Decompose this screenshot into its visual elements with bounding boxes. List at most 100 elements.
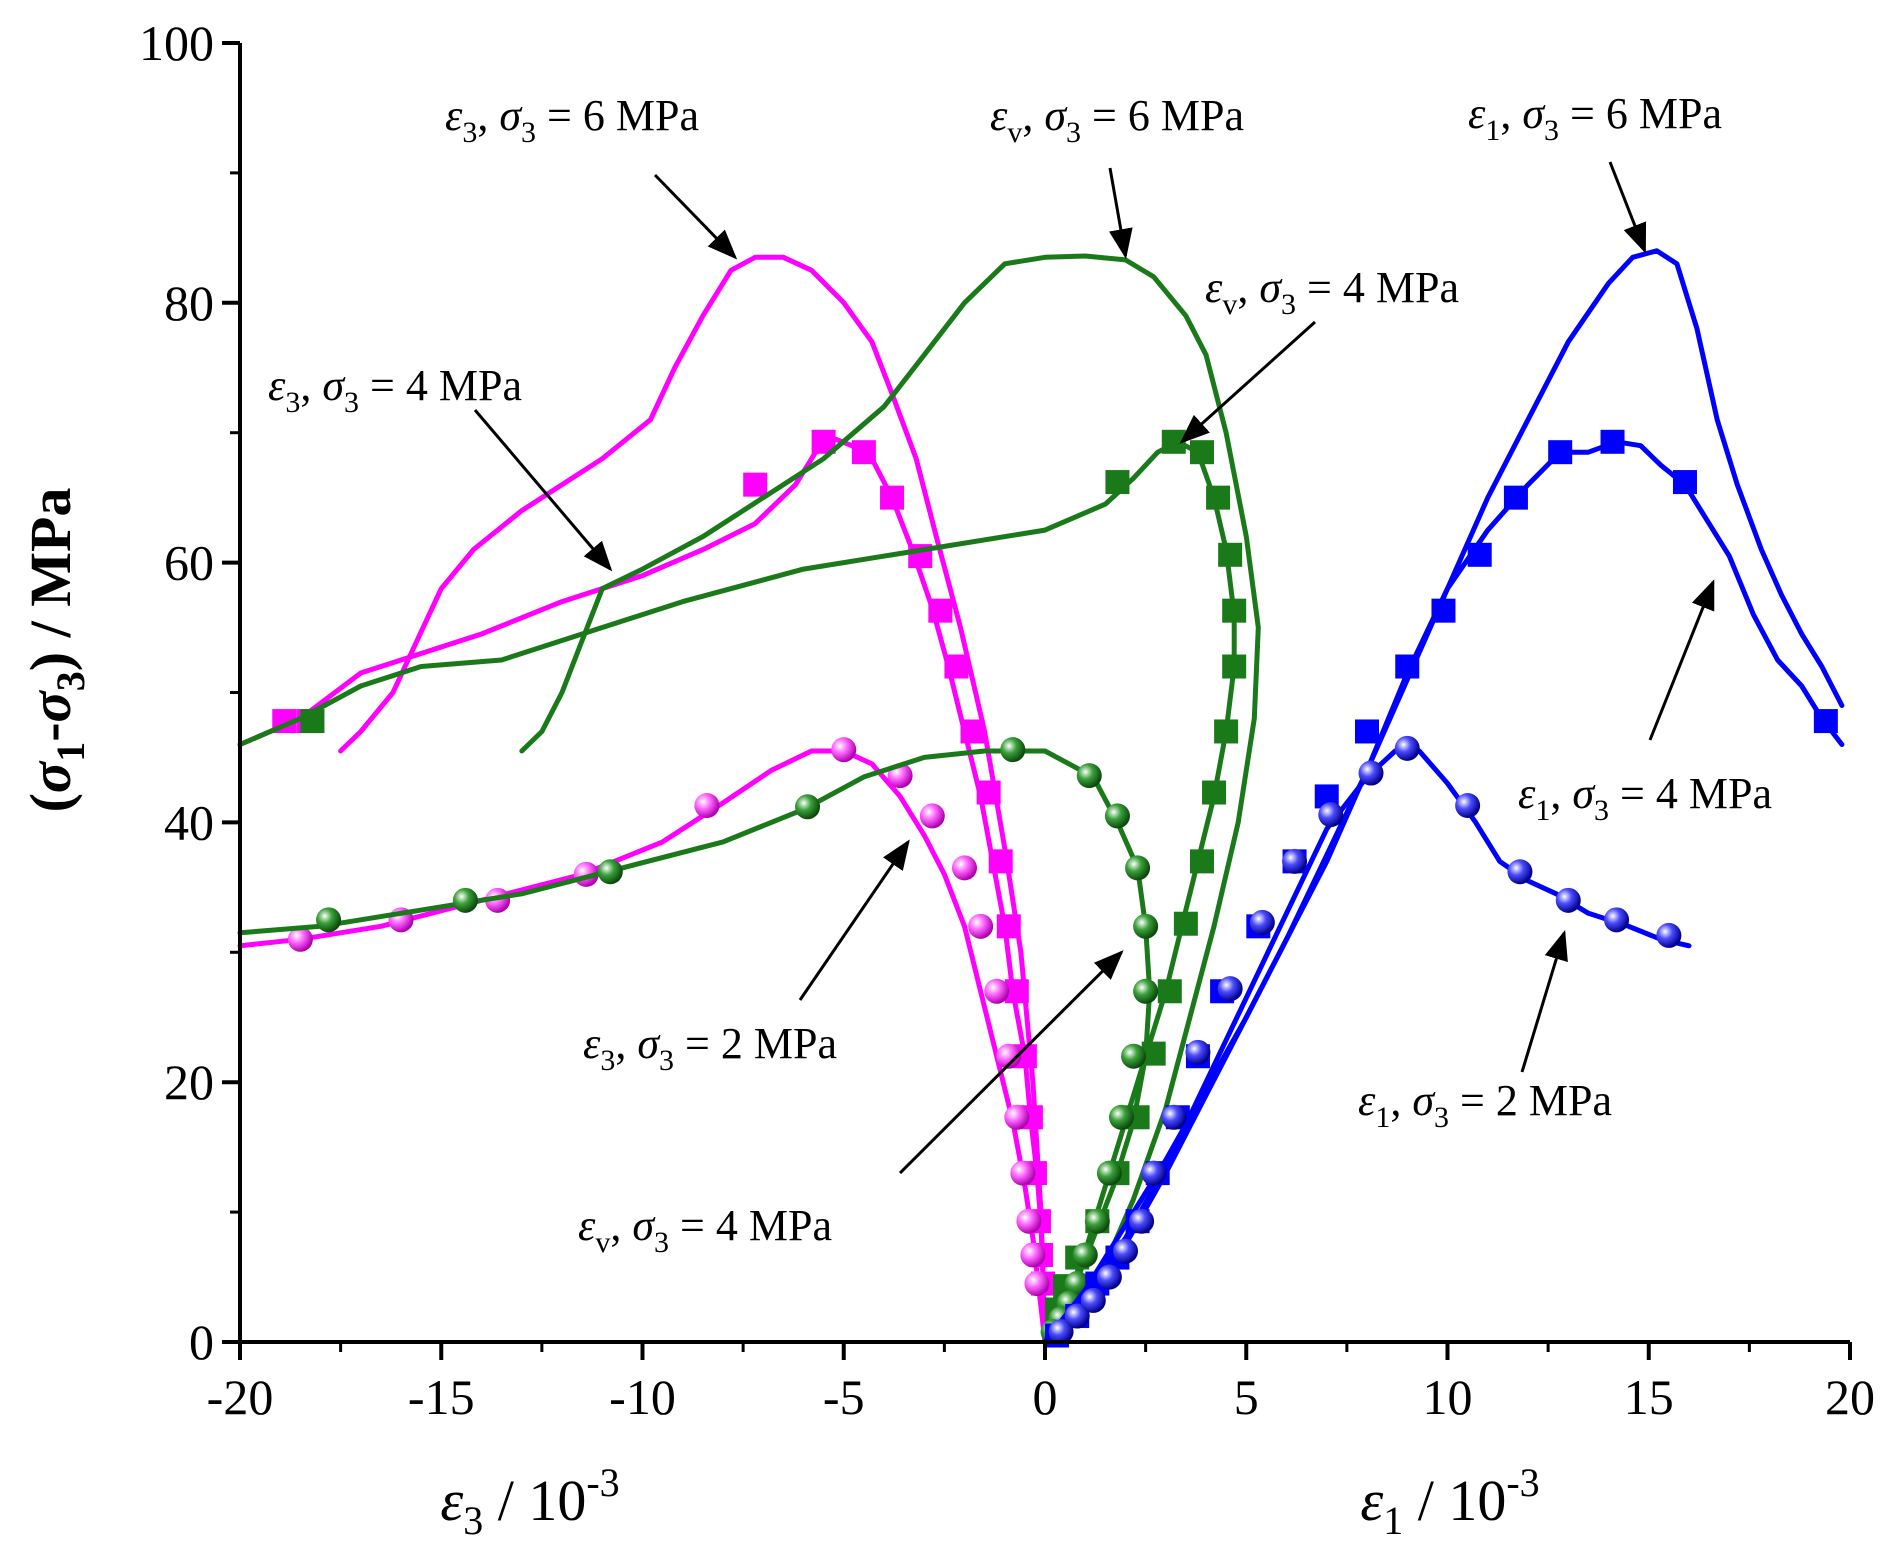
data-point: [597, 859, 623, 885]
data-point: [1133, 978, 1159, 1004]
series-line: [237, 748, 1048, 1345]
annotation-part: ,: [477, 91, 499, 140]
annotation-part: = 6 MPa: [1081, 91, 1244, 140]
annotation-label: ε3, σ3 = 4 MPa: [268, 361, 522, 419]
annotation-part: 1: [1535, 794, 1550, 827]
annotation-label: ε1, σ3 = 4 MPa: [1518, 769, 1772, 827]
annotation: ε1, σ3 = 6 MPa: [1468, 89, 1722, 254]
annotation-label: εv, σ3 = 6 MPa: [990, 91, 1244, 149]
data-point: [960, 719, 985, 744]
annotation-part: ε: [583, 1019, 601, 1068]
y-axis-title: (σ1-σ3) / MPa: [18, 488, 93, 813]
annotation-part: ,: [1237, 263, 1259, 312]
data-point: [1813, 709, 1838, 734]
series-line: [1042, 439, 1845, 1345]
annotation-arrow: [898, 950, 1124, 1175]
annotation-part: ε: [1468, 89, 1486, 138]
series-1: [237, 429, 1055, 1345]
y-tick-label: 40: [164, 794, 214, 850]
axes: 0 20 40 60 80 100 -20 -15 -10 -5 0 5 10 15 20: [139, 15, 1875, 1425]
data-point: [1282, 848, 1308, 874]
data-point: [795, 794, 821, 820]
annotation-part: 3: [600, 1044, 615, 1077]
data-point: [1096, 1160, 1122, 1186]
annotation-part: ,: [1500, 89, 1522, 138]
data-point: [1129, 1208, 1155, 1234]
data-point: [976, 780, 1001, 805]
data-point: [1218, 542, 1243, 567]
annotation-part: = 6 MPa: [1559, 89, 1722, 138]
x-axis-title-left: ε3 / 10-3: [440, 1460, 619, 1543]
series-line: [519, 253, 1261, 1345]
data-point: [944, 654, 969, 679]
annotation-part: 3: [1544, 114, 1559, 147]
data-point: [1202, 780, 1227, 805]
xr-symbol: ε: [1360, 1468, 1383, 1533]
y-title-open: (: [18, 793, 83, 812]
series-7: [1042, 429, 1845, 1348]
data-point: [1503, 485, 1528, 510]
plot-area: [237, 248, 1845, 1348]
data-point: [1222, 654, 1247, 679]
xl-sub: 3: [463, 1498, 483, 1543]
data-point: [988, 849, 1013, 874]
annotation: εv, σ3 = 4 MPa: [1179, 263, 1459, 444]
xr-sub: 1: [1383, 1498, 1403, 1543]
data-point: [1189, 849, 1214, 874]
data-point: [1010, 1160, 1036, 1186]
annotation-arrow: [653, 173, 738, 260]
annotation-label: ε3, σ3 = 6 MPa: [445, 91, 699, 149]
annotation-part: 1: [1375, 1101, 1390, 1134]
annotation-part: v: [1007, 116, 1022, 149]
annotation-part: = 4 MPa: [669, 1201, 832, 1250]
data-point: [1125, 855, 1151, 881]
data-point: [1108, 1104, 1134, 1130]
x-tick-label: -15: [408, 1369, 475, 1425]
data-point: [1000, 737, 1026, 763]
annotation-part: ε: [990, 91, 1008, 140]
data-point: [1133, 913, 1159, 939]
data-point: [485, 887, 511, 913]
data-point: [1222, 598, 1247, 623]
x-tick-label: 0: [1033, 1369, 1058, 1425]
data-point: [1064, 1303, 1090, 1329]
data-point: [694, 793, 720, 819]
data-point: [1395, 654, 1420, 679]
data-point: [1141, 1160, 1167, 1186]
data-point: [1507, 859, 1533, 885]
data-point: [1020, 1242, 1046, 1268]
data-point: [1004, 1104, 1030, 1130]
data-point: [1076, 763, 1102, 789]
x-axis-title-right: ε1 / 10-3: [1360, 1460, 1539, 1543]
data-point: [1358, 760, 1384, 786]
y-title-sub3: 3: [48, 671, 93, 691]
annotation-part: σ: [1044, 91, 1068, 140]
annotation: εv, σ3 = 6 MPa: [990, 91, 1244, 259]
data-point: [300, 709, 325, 734]
data-point: [316, 907, 342, 933]
data-point: [1016, 1208, 1042, 1234]
series-line: [1042, 748, 1692, 1345]
data-point: [1173, 911, 1198, 936]
y-title-dash: -: [18, 722, 83, 741]
y-title-sigma3: σ: [18, 689, 83, 722]
annotation-part: σ: [499, 91, 523, 140]
data-point: [984, 978, 1010, 1004]
xr-sup: -3: [1506, 1460, 1539, 1505]
y-title-close: ) / MPa: [18, 488, 83, 672]
data-point: [1161, 1104, 1187, 1130]
data-point: [1467, 542, 1492, 567]
annotation-part: 1: [1485, 114, 1500, 147]
annotation-part: = 4 MPa: [1296, 263, 1459, 312]
xl-rest: / 10: [483, 1468, 586, 1533]
data-point: [928, 598, 953, 623]
y-tick-label: 80: [164, 275, 214, 331]
annotation-part: ε: [445, 91, 463, 140]
data-point: [996, 1043, 1022, 1069]
y-title-sigma1: σ: [18, 760, 83, 793]
annotation-part: ,: [1550, 769, 1572, 818]
annotation-part: v: [1222, 288, 1237, 321]
data-point: [1080, 1287, 1106, 1313]
x-tick-label: 5: [1234, 1369, 1259, 1425]
